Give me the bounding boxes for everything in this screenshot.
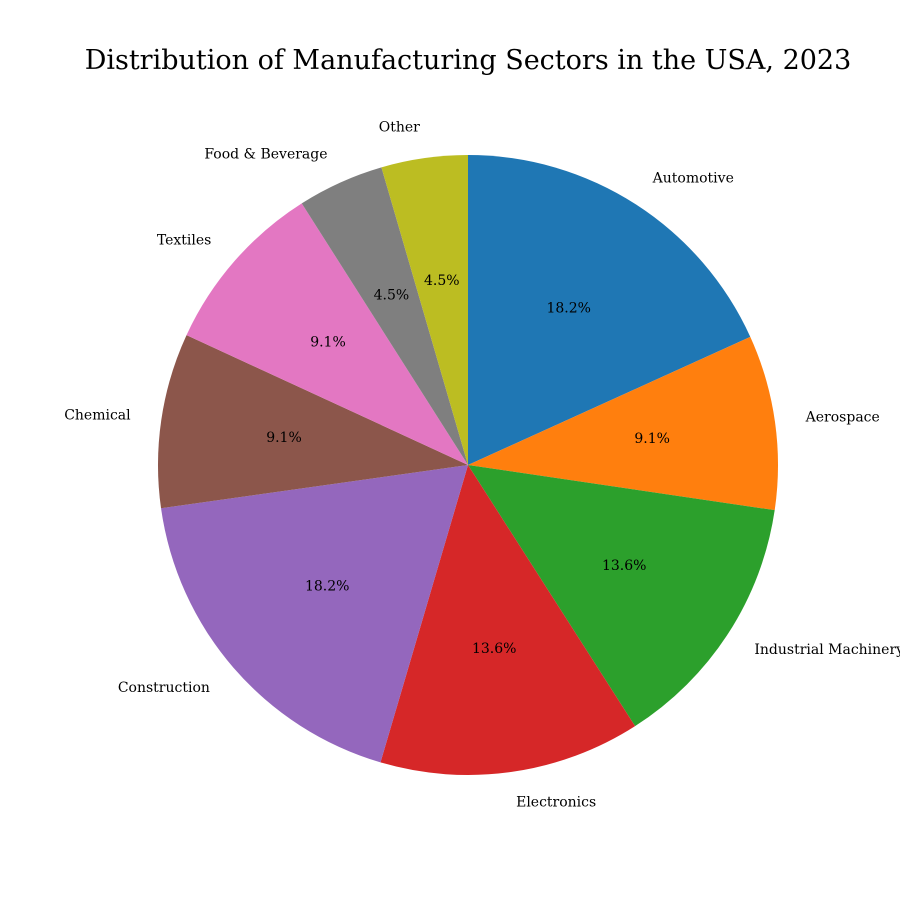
slice-automotive: [468, 155, 751, 465]
category-label-chemical: Chemical: [64, 407, 131, 423]
slice-other: [381, 155, 468, 465]
pie-slices: [158, 155, 778, 775]
category-label-food-beverage: Food & Beverage: [204, 146, 327, 162]
category-label-industrial-machinery: Industrial Machinery: [754, 642, 900, 658]
percent-label-food-beverage: 4.5%: [374, 288, 410, 304]
category-labels: Automotive Aerospace Industrial Machinery E…: [64, 119, 900, 810]
category-label-electronics: Electronics: [516, 795, 596, 811]
percent-label-automotive: 18.2%: [546, 301, 590, 317]
slice-textiles: [186, 203, 468, 465]
percent-label-aerospace: 9.1%: [634, 431, 670, 447]
slice-food-beverage: [301, 167, 468, 466]
percent-label-construction: 18.2%: [305, 579, 349, 595]
percent-label-other: 4.5%: [424, 273, 460, 289]
category-label-aerospace: Aerospace: [805, 409, 880, 425]
slice-electronics: [380, 465, 636, 775]
percent-label-industrial-machinery: 13.6%: [602, 558, 646, 574]
slice-chemical: [158, 335, 469, 509]
percent-label-chemical: 9.1%: [266, 430, 302, 446]
category-label-construction: Construction: [118, 680, 210, 696]
category-label-other: Other: [379, 119, 420, 135]
slice-construction: [161, 465, 468, 763]
slice-industrial-machinery: [468, 465, 775, 727]
percent-labels: 18.2% 9.1% 13.6% 13.6% 18.2% 9.1% 9.1% 4.5% 4.5%: [266, 273, 670, 657]
slice-aerospace: [468, 336, 778, 511]
percent-label-electronics: 13.6%: [472, 641, 516, 657]
category-label-automotive: Automotive: [652, 170, 734, 186]
chart-title: Distribution of Manufacturing Sectors in…: [85, 45, 852, 76]
category-label-textiles: Textiles: [157, 233, 211, 249]
percent-label-textiles: 9.1%: [310, 335, 346, 351]
